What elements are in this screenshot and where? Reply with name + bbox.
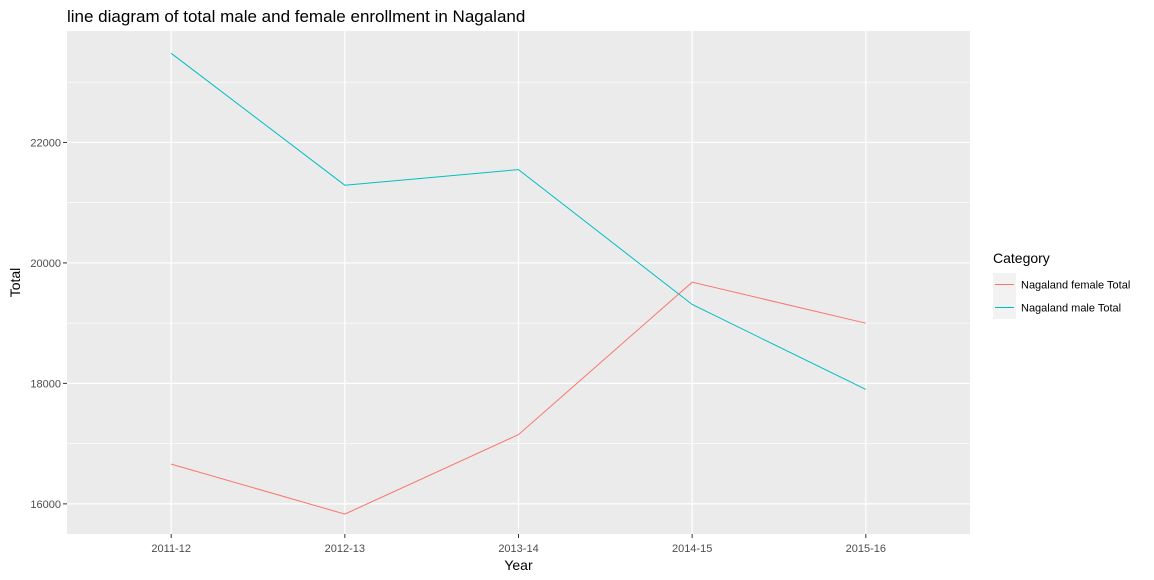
legend: Category Nagaland female Total Nagaland m… <box>993 250 1130 319</box>
x-tick-label: 2013-14 <box>498 543 538 555</box>
legend-title: Category <box>993 250 1050 266</box>
series-line-female <box>171 281 866 515</box>
x-tick-label: 2012-13 <box>325 543 365 555</box>
x-tick-label: 2015-16 <box>846 543 886 555</box>
y-tick-label: 18000 <box>30 378 61 390</box>
y-axis: 16000 18000 20000 22000 <box>30 137 67 511</box>
y-tick-label: 22000 <box>30 137 61 149</box>
y-tick-label: 20000 <box>30 258 61 270</box>
x-tick-label: 2014-15 <box>672 543 712 555</box>
legend-label: Nagaland female Total <box>1021 280 1130 292</box>
y-tick-label: 16000 <box>30 499 61 511</box>
legend-label: Nagaland male Total <box>1021 303 1121 315</box>
y-axis-title: Total <box>7 268 23 298</box>
chart-title: line diagram of total male and female en… <box>67 7 525 26</box>
x-axis: 2011-12 2012-13 2013-14 2014-15 2015-16 <box>151 534 886 555</box>
x-axis-title: Year <box>504 557 533 573</box>
series-lines <box>170 52 867 515</box>
series-line-male <box>170 52 867 390</box>
grid-major <box>67 31 970 534</box>
x-tick-label: 2011-12 <box>151 543 191 555</box>
